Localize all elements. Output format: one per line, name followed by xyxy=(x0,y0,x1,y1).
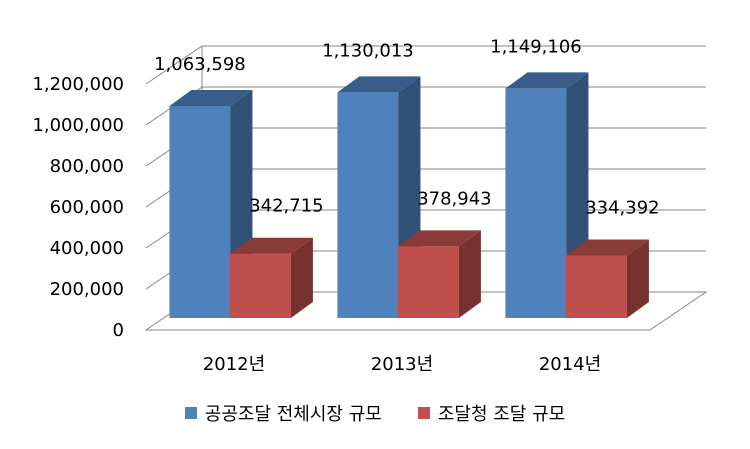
bar-top xyxy=(505,72,589,89)
y-tick-label: 800,000 xyxy=(50,156,124,177)
bar-top xyxy=(337,76,421,93)
bar-front xyxy=(229,253,291,318)
bar-top xyxy=(397,230,481,247)
x-tick-label: 2014년 xyxy=(539,354,601,375)
y-tick-label: 400,000 xyxy=(50,238,124,259)
bar-front xyxy=(337,92,399,318)
y-tick-label: 1,000,000 xyxy=(32,115,124,136)
data-label: 378,943 xyxy=(417,188,491,209)
bar-front xyxy=(505,88,567,318)
data-label: 342,715 xyxy=(249,196,323,217)
bar-side xyxy=(290,237,313,318)
bar-front xyxy=(565,255,627,318)
legend-item-pps: 조달청 조달 규모 xyxy=(417,400,566,426)
data-label: 334,392 xyxy=(585,197,659,218)
bar-top xyxy=(229,237,313,254)
bar-side xyxy=(458,230,481,318)
bar-chart: 0 200,000 400,000 600,000 800,000 1,000,000 1,… xyxy=(32,36,708,375)
legend-swatch-total-market xyxy=(184,407,197,419)
legend-swatch-pps xyxy=(417,407,430,419)
bar-front xyxy=(169,105,231,319)
legend-item-total-market: 공공조달 전체시장 규모 xyxy=(184,400,382,426)
y-tick-label: 600,000 xyxy=(50,197,124,218)
data-label: 1,149,106 xyxy=(490,36,582,57)
bar-top xyxy=(565,239,649,256)
bar-top xyxy=(169,89,253,106)
gridline-side xyxy=(145,45,203,85)
y-tick-label: 0 xyxy=(113,320,124,341)
data-label: 1,130,013 xyxy=(322,40,414,61)
y-tick-label: 1,200,000 xyxy=(32,74,124,95)
x-tick-label: 2012년 xyxy=(203,354,265,375)
bar-side xyxy=(626,239,649,318)
chart-legend: 공공조달 전체시장 규모 조달청 조달 규모 xyxy=(0,398,750,428)
legend-label-total-market: 공공조달 전체시장 규모 xyxy=(204,404,382,425)
bar-front xyxy=(397,246,459,318)
x-tick-label: 2013년 xyxy=(371,354,433,375)
legend-label-pps: 조달청 조달 규모 xyxy=(437,404,566,425)
y-tick-label: 200,000 xyxy=(50,279,124,300)
data-label: 1,063,598 xyxy=(154,54,246,75)
